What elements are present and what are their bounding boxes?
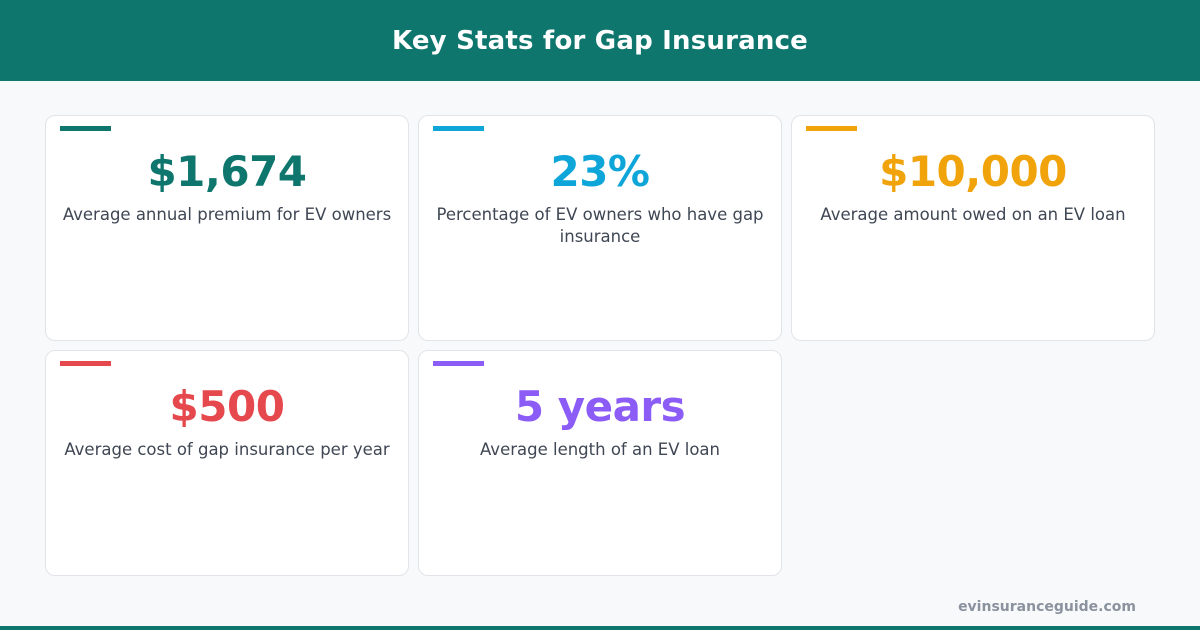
stat-description: Percentage of EV owners who have gap ins… xyxy=(436,205,764,246)
header-banner: Key Stats for Gap Insurance xyxy=(0,0,1200,81)
stat-value: $500 xyxy=(169,382,285,431)
site-watermark: evinsuranceguide.com xyxy=(958,599,1136,615)
stat-description: Average cost of gap insurance per year xyxy=(64,440,390,459)
accent-bar xyxy=(433,126,484,131)
stat-card-gap-ownership: 23% Percentage of EV owners who have gap… xyxy=(418,115,782,341)
stat-value: $1,674 xyxy=(147,147,307,196)
bottom-accent-bar xyxy=(0,626,1200,630)
stat-description: Average annual premium for EV owners xyxy=(62,205,392,224)
stat-card-gap-cost: $500 Average cost of gap insurance per y… xyxy=(45,350,409,576)
page-title: Key Stats for Gap Insurance xyxy=(391,25,809,56)
accent-bar xyxy=(433,361,484,366)
accent-bar xyxy=(60,126,111,131)
accent-bar xyxy=(60,361,111,366)
stat-value: $10,000 xyxy=(879,147,1067,196)
stat-card-annual-premium: $1,674 Average annual premium for EV own… xyxy=(45,115,409,341)
accent-bar xyxy=(806,126,857,131)
stat-value: 5 years xyxy=(514,382,686,431)
stat-card-loan-length: 5 years Average length of an EV loan xyxy=(418,350,782,576)
stat-description: Average amount owed on an EV loan xyxy=(820,205,1126,224)
stat-description: Average length of an EV loan xyxy=(479,440,720,459)
stat-card-amount-owed: $10,000 Average amount owed on an EV loa… xyxy=(791,115,1155,341)
stat-value: 23% xyxy=(550,147,650,196)
